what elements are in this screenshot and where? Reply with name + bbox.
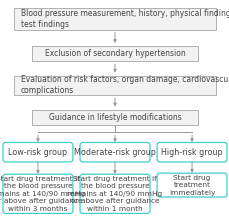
FancyBboxPatch shape (80, 174, 149, 213)
Text: Start drug treatment if
the blood pressure
remains at 140/90 mmHg
or above after: Start drug treatment if the blood pressu… (0, 176, 85, 212)
FancyBboxPatch shape (156, 143, 226, 162)
Text: Start drug treatment if
the blood pressure
remains at 140/90 mmHg
or above after: Start drug treatment if the blood pressu… (67, 176, 162, 212)
Text: Evaluation of risk factors, organ damage, cardiovascular diseases, and
complicat: Evaluation of risk factors, organ damage… (21, 75, 229, 95)
Text: Exclusion of secondary hypertension: Exclusion of secondary hypertension (44, 49, 185, 58)
Text: Blood pressure measurement, history, physical findings, and laboratory
test find: Blood pressure measurement, history, phy… (21, 9, 229, 29)
Text: Moderate-risk group: Moderate-risk group (74, 148, 155, 157)
Text: Low-risk group: Low-risk group (8, 148, 67, 157)
Text: Start drug
treatment
immediately: Start drug treatment immediately (168, 175, 214, 196)
FancyBboxPatch shape (3, 174, 73, 213)
FancyBboxPatch shape (3, 143, 73, 162)
FancyBboxPatch shape (32, 110, 197, 125)
FancyBboxPatch shape (14, 8, 215, 30)
FancyBboxPatch shape (156, 173, 226, 197)
FancyBboxPatch shape (80, 143, 149, 162)
Text: Guidance in lifestyle modifications: Guidance in lifestyle modifications (48, 113, 181, 122)
FancyBboxPatch shape (32, 46, 197, 61)
FancyBboxPatch shape (14, 76, 215, 95)
Text: High-risk group: High-risk group (161, 148, 222, 157)
